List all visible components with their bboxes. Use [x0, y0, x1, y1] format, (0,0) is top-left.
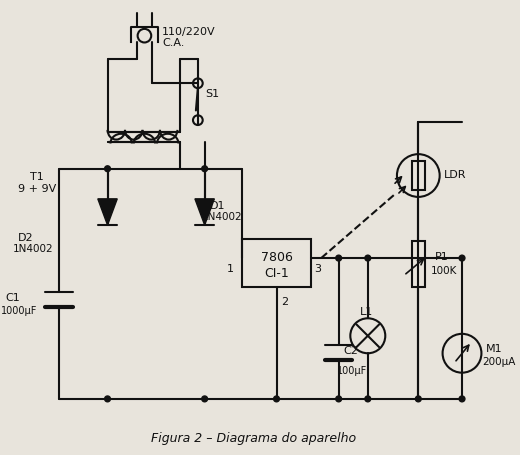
- Text: S1: S1: [205, 89, 220, 99]
- Text: 1N4002: 1N4002: [12, 244, 53, 254]
- Text: 1: 1: [226, 263, 233, 273]
- Text: M1: M1: [486, 344, 503, 354]
- Text: 100μF: 100μF: [337, 365, 367, 375]
- Circle shape: [336, 256, 342, 262]
- Text: 110/220V: 110/220V: [162, 27, 215, 37]
- Polygon shape: [195, 199, 214, 226]
- Text: C.A.: C.A.: [162, 38, 184, 48]
- Text: 3: 3: [315, 263, 321, 273]
- Text: L1: L1: [360, 306, 373, 316]
- Text: 1000μF: 1000μF: [1, 305, 37, 315]
- Text: 7806: 7806: [261, 250, 292, 263]
- Circle shape: [202, 167, 207, 172]
- Circle shape: [459, 256, 465, 262]
- Text: 100K: 100K: [431, 265, 457, 275]
- Circle shape: [202, 396, 207, 402]
- Text: 1N4002: 1N4002: [202, 212, 242, 222]
- Circle shape: [105, 167, 110, 172]
- Circle shape: [336, 396, 342, 402]
- Text: CI-1: CI-1: [264, 267, 289, 279]
- Bar: [242, 239, 311, 288]
- Bar: [411, 162, 425, 191]
- Text: C1: C1: [6, 292, 20, 302]
- Bar: [411, 241, 425, 288]
- Text: 200μA: 200μA: [483, 356, 516, 366]
- Text: D2: D2: [18, 232, 34, 242]
- Text: T1: T1: [30, 171, 44, 181]
- Text: C2: C2: [344, 346, 358, 355]
- Text: 9 + 9V: 9 + 9V: [18, 184, 57, 194]
- Circle shape: [415, 396, 421, 402]
- Circle shape: [105, 396, 110, 402]
- Polygon shape: [98, 199, 117, 226]
- Circle shape: [365, 256, 371, 262]
- Text: LDR: LDR: [444, 169, 466, 179]
- Circle shape: [365, 396, 371, 402]
- Text: P1: P1: [435, 252, 449, 262]
- Circle shape: [459, 396, 465, 402]
- Text: Figura 2 – Diagrama do aparelho: Figura 2 – Diagrama do aparelho: [151, 431, 356, 444]
- Circle shape: [274, 396, 279, 402]
- Text: 2: 2: [281, 296, 289, 306]
- Text: D1: D1: [210, 200, 225, 210]
